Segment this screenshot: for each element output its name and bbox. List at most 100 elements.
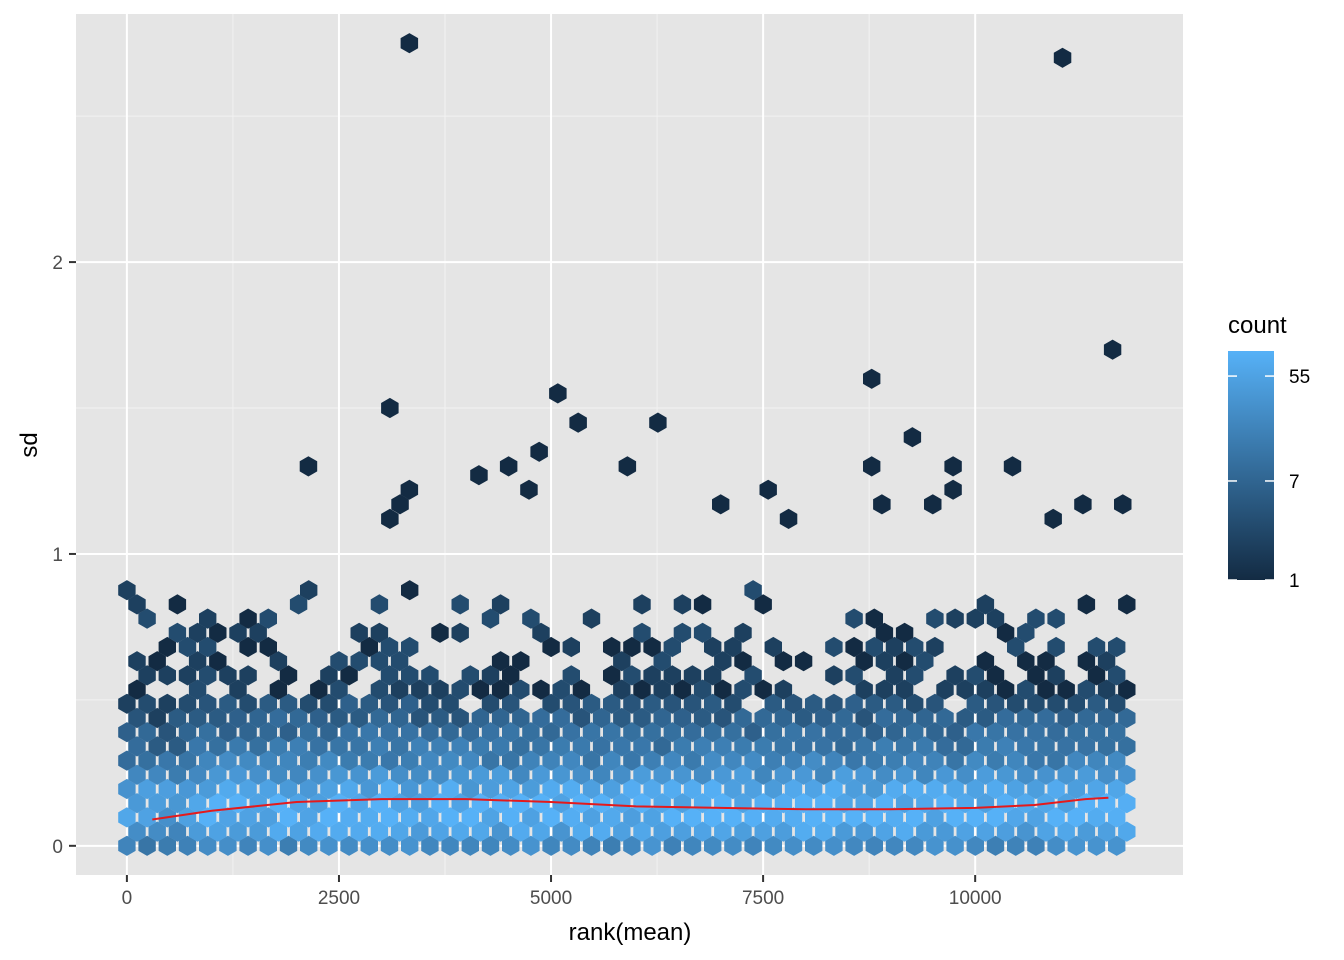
hex-bin bbox=[1003, 456, 1022, 477]
hex-bin bbox=[562, 693, 580, 714]
hex-bin bbox=[229, 764, 247, 785]
hex-bin bbox=[239, 722, 257, 743]
hex-bin bbox=[279, 807, 298, 828]
hex-bin bbox=[582, 608, 601, 629]
hex-bin bbox=[986, 835, 1005, 856]
hex-bin bbox=[734, 764, 752, 785]
hex-bin bbox=[168, 736, 187, 757]
hex-bin bbox=[603, 750, 621, 771]
hex-bin bbox=[370, 679, 389, 700]
hex-bin bbox=[633, 679, 651, 700]
hex-bin bbox=[360, 693, 378, 714]
hex-bin bbox=[249, 821, 267, 842]
hex-bin bbox=[683, 835, 702, 856]
hex-bin bbox=[916, 736, 934, 757]
x-tick-label: 0 bbox=[122, 888, 133, 909]
hex-bin bbox=[825, 807, 843, 828]
hex-bin bbox=[663, 636, 681, 658]
hex-bin bbox=[431, 707, 449, 729]
hex-bin bbox=[805, 807, 823, 828]
hex-bin bbox=[653, 793, 671, 814]
hex-bin bbox=[411, 736, 429, 757]
hex-bin bbox=[1067, 807, 1085, 828]
hex-bin bbox=[966, 778, 984, 800]
hex-bin bbox=[572, 764, 591, 785]
hex-bin bbox=[188, 793, 207, 814]
hex-bin bbox=[188, 764, 207, 785]
hex-bin bbox=[370, 707, 389, 729]
hex-bin bbox=[229, 736, 247, 757]
hex-bin bbox=[976, 679, 995, 700]
hex-bin bbox=[754, 594, 772, 615]
hex-bin bbox=[481, 608, 500, 629]
hex-bin bbox=[199, 750, 217, 771]
hex-bin bbox=[613, 764, 631, 785]
hex-bin bbox=[542, 778, 560, 800]
hex-bin bbox=[370, 764, 389, 785]
hex-bin bbox=[310, 821, 328, 842]
hex-bin bbox=[249, 707, 267, 729]
hex-bin bbox=[219, 693, 237, 714]
hex-bin bbox=[603, 835, 621, 856]
hex-bin bbox=[330, 764, 348, 785]
hex-bin bbox=[128, 707, 146, 729]
hex-bin bbox=[239, 750, 257, 771]
hex-bin bbox=[734, 707, 752, 729]
hex-bin bbox=[219, 722, 237, 743]
hex-bin bbox=[1047, 722, 1065, 743]
hex-bin bbox=[734, 821, 752, 842]
hex-bin bbox=[805, 693, 823, 714]
hex-bin bbox=[693, 736, 712, 757]
hex-bin bbox=[1027, 665, 1045, 686]
hex-bin bbox=[764, 750, 782, 771]
hex-bin bbox=[825, 665, 843, 686]
hex-bin bbox=[1017, 707, 1035, 729]
hex-bin bbox=[520, 479, 538, 500]
hex-bin bbox=[1118, 764, 1136, 785]
hex-bin bbox=[239, 835, 257, 856]
hex-bin bbox=[774, 651, 793, 672]
hex-bin bbox=[128, 764, 146, 785]
hex-bin bbox=[209, 793, 227, 814]
hex-bin bbox=[754, 736, 772, 757]
hex-bin bbox=[1017, 622, 1035, 643]
hex-bin bbox=[148, 651, 166, 672]
hex-bin bbox=[794, 736, 813, 757]
hex-bin bbox=[239, 807, 257, 828]
hex-bin bbox=[461, 835, 479, 856]
hex-bin bbox=[269, 679, 288, 700]
hex-bin bbox=[845, 807, 863, 828]
hex-bin bbox=[381, 508, 399, 529]
hex-bin bbox=[966, 608, 984, 629]
hex-bin bbox=[855, 821, 873, 842]
hex-bin bbox=[986, 693, 1005, 714]
hex-bin bbox=[138, 750, 156, 771]
hex-bin bbox=[946, 608, 964, 629]
hex-bin bbox=[633, 707, 651, 729]
hex-bin bbox=[542, 750, 560, 771]
x-tick-label: 2500 bbox=[318, 888, 360, 909]
hex-bin bbox=[835, 736, 853, 757]
hex-bin bbox=[744, 580, 762, 601]
hex-bin bbox=[618, 456, 637, 477]
hex-bin bbox=[178, 778, 197, 800]
hex-bin bbox=[411, 679, 429, 700]
hex-bin bbox=[845, 750, 863, 771]
hex-bin bbox=[1037, 651, 1055, 672]
hex-bin bbox=[663, 835, 681, 856]
hex-bin bbox=[320, 693, 338, 714]
hex-bin bbox=[916, 651, 934, 672]
hex-bin bbox=[1087, 778, 1106, 800]
hex-bin bbox=[1037, 736, 1055, 757]
hex-bin bbox=[1037, 764, 1055, 785]
hex-bin bbox=[764, 778, 782, 800]
hex-bin bbox=[300, 722, 318, 743]
hex-bin bbox=[209, 764, 227, 785]
hex-bin bbox=[421, 807, 439, 828]
hex-bin bbox=[1057, 736, 1075, 757]
hex-bin bbox=[603, 665, 621, 686]
hex-bin bbox=[1047, 750, 1065, 771]
hex-bin bbox=[310, 679, 328, 700]
hex-bin bbox=[724, 636, 742, 658]
hex-bin bbox=[390, 707, 409, 729]
